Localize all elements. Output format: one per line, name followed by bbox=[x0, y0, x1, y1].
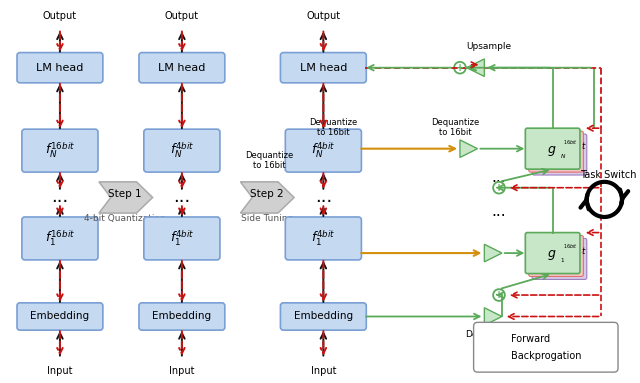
FancyBboxPatch shape bbox=[285, 129, 362, 172]
Text: LM head: LM head bbox=[158, 63, 205, 73]
Polygon shape bbox=[467, 59, 484, 77]
Text: $_N$: $_N$ bbox=[561, 152, 567, 161]
FancyBboxPatch shape bbox=[529, 236, 584, 277]
Text: Output: Output bbox=[307, 11, 340, 21]
Text: $_1$: $_1$ bbox=[561, 256, 566, 265]
FancyBboxPatch shape bbox=[525, 128, 580, 169]
FancyBboxPatch shape bbox=[532, 239, 587, 280]
Polygon shape bbox=[460, 140, 477, 157]
Text: +: + bbox=[456, 63, 464, 73]
Polygon shape bbox=[484, 308, 502, 325]
FancyBboxPatch shape bbox=[22, 217, 98, 260]
Polygon shape bbox=[99, 182, 152, 213]
Text: Step 2: Step 2 bbox=[250, 188, 284, 198]
FancyBboxPatch shape bbox=[474, 322, 618, 372]
Text: ...: ... bbox=[492, 170, 506, 185]
Circle shape bbox=[454, 62, 466, 74]
Text: Downsample: Downsample bbox=[465, 329, 524, 339]
Text: Embedding: Embedding bbox=[294, 311, 353, 321]
FancyBboxPatch shape bbox=[144, 129, 220, 172]
FancyBboxPatch shape bbox=[529, 131, 584, 172]
Text: LM head: LM head bbox=[300, 63, 347, 73]
Text: $g$: $g$ bbox=[547, 144, 556, 158]
Text: Dequantize
to 16bit: Dequantize to 16bit bbox=[309, 118, 357, 137]
Text: Output: Output bbox=[165, 11, 199, 21]
Text: Embedding: Embedding bbox=[30, 311, 90, 321]
Text: Task Switch: Task Switch bbox=[580, 170, 637, 180]
Polygon shape bbox=[484, 244, 502, 262]
Text: Backprogation: Backprogation bbox=[511, 350, 581, 360]
Text: Dequantize
to 16bit: Dequantize to 16bit bbox=[246, 151, 294, 170]
FancyBboxPatch shape bbox=[525, 232, 580, 273]
Text: 4-bit Quantization: 4-bit Quantization bbox=[84, 214, 166, 223]
Text: Side Tuning: Side Tuning bbox=[241, 214, 293, 223]
Text: $t$: $t$ bbox=[581, 140, 586, 151]
Text: $^{16bit}$: $^{16bit}$ bbox=[563, 141, 578, 147]
FancyBboxPatch shape bbox=[280, 303, 366, 330]
Text: ...: ... bbox=[51, 188, 68, 206]
Text: $g$: $g$ bbox=[547, 248, 556, 262]
Text: ...: ... bbox=[315, 188, 332, 206]
Text: ...: ... bbox=[492, 204, 506, 219]
Text: ...: ... bbox=[173, 188, 191, 206]
Text: $f_N^{4bit}$: $f_N^{4bit}$ bbox=[170, 141, 194, 160]
Text: Forward: Forward bbox=[511, 334, 550, 344]
Circle shape bbox=[493, 289, 505, 301]
Text: Step 1: Step 1 bbox=[109, 188, 142, 198]
Text: $f_1^{4bit}$: $f_1^{4bit}$ bbox=[170, 229, 194, 248]
FancyBboxPatch shape bbox=[17, 303, 103, 330]
Text: LM head: LM head bbox=[36, 63, 84, 73]
FancyBboxPatch shape bbox=[22, 129, 98, 172]
Text: $f_1^{4bit}$: $f_1^{4bit}$ bbox=[311, 229, 336, 248]
Text: Input: Input bbox=[169, 366, 195, 376]
FancyBboxPatch shape bbox=[280, 52, 366, 83]
FancyBboxPatch shape bbox=[17, 52, 103, 83]
Circle shape bbox=[493, 182, 505, 193]
Text: $f_1^{16bit}$: $f_1^{16bit}$ bbox=[45, 229, 75, 248]
FancyBboxPatch shape bbox=[285, 217, 362, 260]
Text: $f_N^{4bit}$: $f_N^{4bit}$ bbox=[311, 141, 336, 160]
FancyBboxPatch shape bbox=[532, 134, 587, 175]
Text: Input: Input bbox=[310, 366, 336, 376]
Text: Upsample: Upsample bbox=[467, 42, 512, 51]
Text: $f_N^{16bit}$: $f_N^{16bit}$ bbox=[45, 141, 75, 160]
FancyBboxPatch shape bbox=[139, 52, 225, 83]
Text: +: + bbox=[495, 290, 503, 300]
FancyBboxPatch shape bbox=[144, 217, 220, 260]
Text: Input: Input bbox=[47, 366, 73, 376]
Text: Output: Output bbox=[43, 11, 77, 21]
Text: Dequantize
to 16bit: Dequantize to 16bit bbox=[431, 118, 479, 137]
FancyBboxPatch shape bbox=[139, 303, 225, 330]
Text: $t$: $t$ bbox=[581, 245, 586, 255]
Polygon shape bbox=[241, 182, 294, 213]
Text: Embedding: Embedding bbox=[152, 311, 211, 321]
Text: $^{16bit}$: $^{16bit}$ bbox=[563, 245, 578, 251]
Text: +: + bbox=[495, 183, 503, 193]
